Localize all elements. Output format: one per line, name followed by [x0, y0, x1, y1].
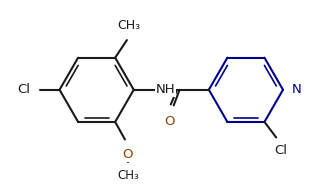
Text: Cl: Cl — [17, 83, 30, 96]
Text: Cl: Cl — [275, 144, 288, 157]
Text: CH₃: CH₃ — [117, 169, 139, 182]
Text: O: O — [123, 148, 133, 161]
Text: CH₃: CH₃ — [117, 19, 140, 32]
Text: N: N — [292, 83, 302, 96]
Text: O: O — [164, 115, 175, 128]
Text: NH: NH — [156, 83, 176, 96]
